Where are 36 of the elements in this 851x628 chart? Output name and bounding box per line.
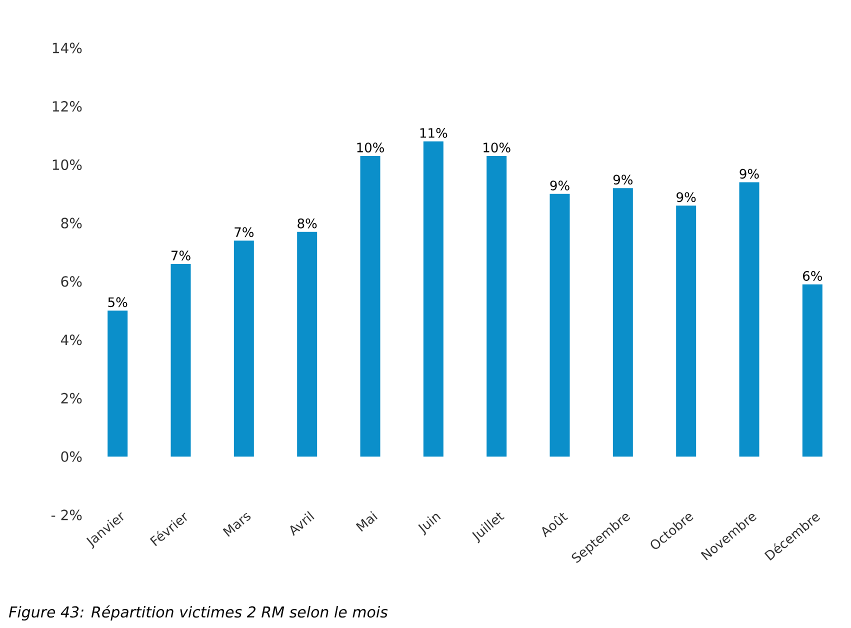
- data-label: 10%: [484, 142, 510, 152]
- y-tick-label: 8%: [61, 218, 82, 228]
- bar: [486, 156, 507, 457]
- y-tick-label: 4%: [60, 334, 82, 346]
- bar: [170, 264, 191, 457]
- y-tick-label: 2%: [61, 392, 82, 404]
- y-tick-label: 6%: [61, 276, 82, 287]
- data-label: 7%: [234, 227, 254, 238]
- y-tick-label: 10%: [52, 159, 82, 170]
- y-tick-label: 0%: [61, 451, 82, 462]
- data-label: 5%: [108, 297, 128, 308]
- data-label: 9%: [676, 192, 696, 202]
- bar: [550, 194, 570, 457]
- bar: [108, 310, 128, 457]
- bar: [612, 188, 633, 457]
- y-tick-label: - 2%: [51, 510, 82, 520]
- bar: [360, 156, 380, 457]
- data-label: 9%: [740, 168, 759, 179]
- x-tick-label: Juin: [418, 514, 441, 536]
- data-label: 8%: [298, 218, 317, 228]
- y-tick-label: 12%: [52, 101, 82, 112]
- y-tick-label: 14%: [52, 42, 82, 54]
- data-label: 7%: [172, 250, 190, 260]
- data-label: 10%: [357, 142, 384, 152]
- bar: [739, 182, 760, 457]
- bar: [234, 240, 254, 457]
- x-tick-label: Mai: [356, 510, 378, 532]
- data-label: 6%: [803, 271, 822, 281]
- text: Figure 43: Répartition victimes 2 RM selon le mois: [8, 605, 388, 621]
- bar: [802, 284, 822, 457]
- data-label: 9%: [613, 174, 633, 185]
- bar: [423, 141, 444, 457]
- bar: [297, 232, 318, 457]
- data-label: 9%: [550, 180, 570, 190]
- bar: [676, 206, 696, 457]
- data-label: 11%: [420, 128, 448, 138]
